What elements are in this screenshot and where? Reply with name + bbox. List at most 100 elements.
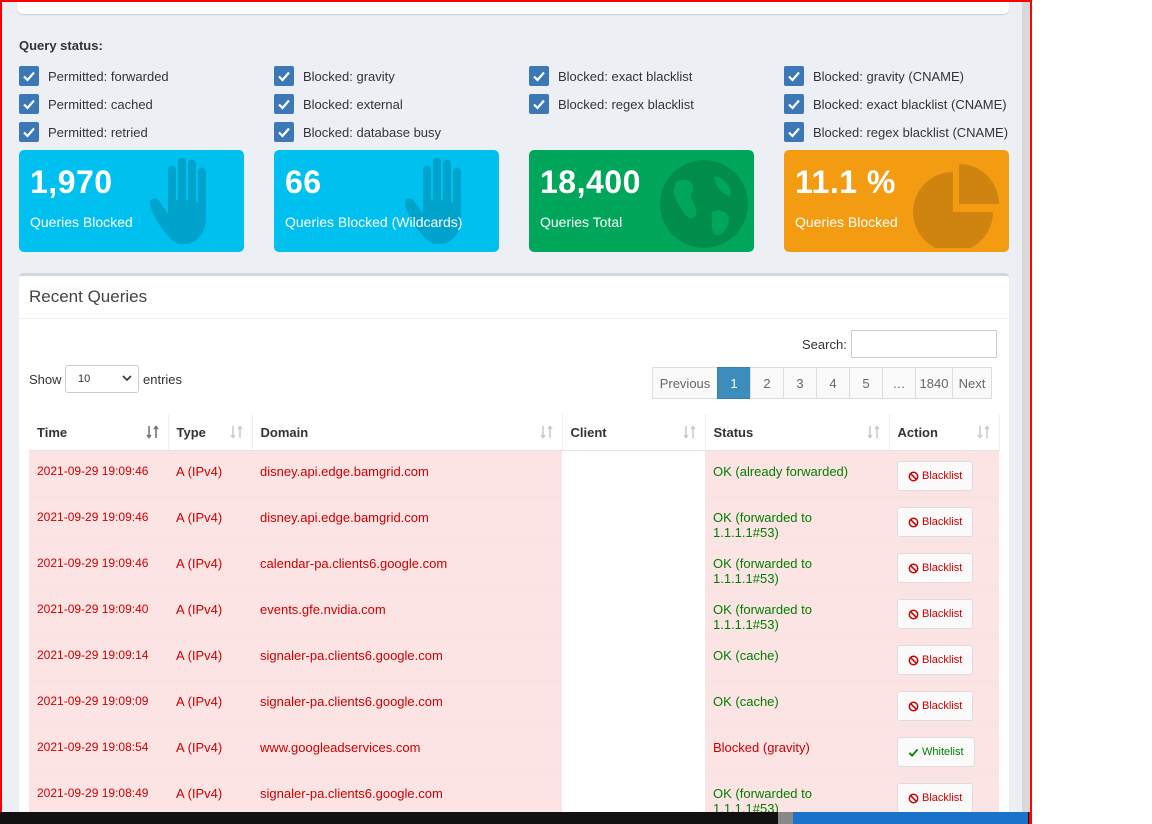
whitelist-button[interactable]: Whitelist [897, 737, 975, 767]
pagination-page[interactable]: 1840 [915, 367, 953, 399]
checkbox-box[interactable] [19, 66, 39, 86]
hand-icon [149, 157, 206, 244]
pagination-page[interactable]: 2 [750, 367, 784, 399]
column-header[interactable]: Domain [252, 414, 563, 451]
checkbox-label: Blocked: database busy [303, 124, 442, 140]
checkbox-label: Blocked: exact blacklist (CNAME) [813, 96, 1007, 112]
cell-client [562, 772, 705, 819]
sort-icon [539, 425, 553, 439]
pagination-page[interactable]: 3 [783, 367, 817, 399]
query-status-title: Query status: [19, 38, 103, 53]
cell-client [562, 726, 705, 773]
check-icon [908, 748, 919, 757]
query-status-checkbox[interactable]: Blocked: external [274, 94, 403, 114]
checkbox-label: Blocked: regex blacklist [558, 96, 694, 112]
query-status-checkbox[interactable]: Blocked: exact blacklist (CNAME) [784, 94, 1007, 114]
blacklist-button[interactable]: Blacklist [897, 599, 974, 629]
query-status-checkbox[interactable]: Blocked: regex blacklist (CNAME) [784, 122, 1008, 142]
table-row: 2021-09-29 19:09:40 A (IPv4) events.gfe.nv… [29, 588, 999, 635]
pagination-previous[interactable]: Previous [652, 367, 718, 399]
blank-area [1032, 0, 1152, 824]
cell-type: A (IPv4) [168, 496, 252, 543]
column-header[interactable]: Time [29, 414, 169, 451]
cell-domain: disney.api.edge.bamgrid.com [252, 496, 562, 543]
blacklist-button[interactable]: Blacklist [897, 461, 974, 491]
cell-time: 2021-09-29 19:09:40 [29, 588, 168, 635]
query-status-checkbox[interactable]: Blocked: regex blacklist [529, 94, 694, 114]
check-icon [533, 71, 545, 82]
table-row: 2021-09-29 19:09:46 A (IPv4) disney.api.ed… [29, 450, 999, 497]
blacklist-button[interactable]: Blacklist [897, 645, 974, 675]
divider [19, 318, 1009, 319]
checkbox-label: Blocked: exact blacklist [558, 68, 693, 84]
ban-icon [908, 793, 919, 803]
check-icon [23, 99, 35, 110]
ban-icon [908, 609, 919, 619]
pagination-page[interactable]: 1 [717, 367, 751, 399]
column-header[interactable]: Status [705, 414, 890, 451]
cell-time: 2021-09-29 19:09:09 [29, 680, 168, 727]
query-status-checkbox[interactable]: Blocked: gravity (CNAME) [784, 66, 964, 86]
cell-status: OK (forwarded to 1.1.1.1#53) [705, 588, 889, 635]
blacklist-button[interactable]: Blacklist [897, 691, 974, 721]
query-status-checkbox[interactable]: Blocked: exact blacklist [529, 66, 692, 86]
cell-domain: disney.api.edge.bamgrid.com [252, 450, 562, 497]
checkbox-box[interactable] [19, 94, 39, 114]
column-header[interactable]: Action [889, 414, 1000, 451]
checkbox-box[interactable] [784, 66, 804, 86]
tile-label: Queries Blocked [30, 214, 133, 230]
column-header-label: Status [713, 424, 754, 440]
cell-type: A (IPv4) [168, 450, 252, 497]
query-status-checkbox[interactable]: Permitted: retried [19, 122, 148, 142]
cell-status: Blocked (gravity) [705, 726, 889, 773]
check-icon [23, 127, 35, 138]
pie-chart-icon [913, 164, 999, 248]
tile-label: Queries Blocked [795, 214, 898, 230]
blacklist-button[interactable]: Blacklist [897, 507, 974, 537]
checkbox-box[interactable] [274, 94, 294, 114]
entries-select[interactable]: 10 [65, 365, 139, 393]
pagination-page[interactable]: 4 [816, 367, 850, 399]
button-label: Blacklist [922, 792, 963, 804]
cell-type: A (IPv4) [168, 680, 252, 727]
button-label: Whitelist [922, 746, 964, 758]
chevron-down-icon [122, 375, 132, 382]
search-input[interactable] [851, 330, 997, 358]
checkbox-label: Blocked: gravity (CNAME) [813, 68, 964, 84]
cell-domain: signaler-pa.clients6.google.com [252, 634, 562, 681]
query-status-checkbox[interactable]: Blocked: gravity [274, 66, 395, 86]
checkbox-box[interactable] [784, 94, 804, 114]
pagination-next[interactable]: Next [952, 367, 992, 399]
checkbox-label: Permitted: forwarded [48, 68, 169, 84]
ban-icon [908, 517, 919, 527]
cell-domain: www.googleadservices.com [252, 726, 562, 773]
checkbox-box[interactable] [274, 122, 294, 142]
query-status-checkbox[interactable]: Permitted: forwarded [19, 66, 169, 86]
cell-status: OK (forwarded to 1.1.1.1#53) [705, 496, 889, 543]
button-label: Blacklist [922, 516, 963, 528]
query-status-checkbox[interactable]: Blocked: database busy [274, 122, 441, 142]
blacklist-button[interactable]: Blacklist [897, 553, 974, 583]
column-header[interactable]: Client [562, 414, 706, 451]
checkbox-box[interactable] [274, 66, 294, 86]
button-label: Blacklist [922, 562, 963, 574]
vertical-scrollbar[interactable] [1022, 2, 1030, 814]
cell-type: A (IPv4) [168, 772, 252, 819]
check-icon [788, 127, 800, 138]
cell-client [562, 450, 705, 497]
check-icon [278, 127, 290, 138]
checkbox-box[interactable] [19, 122, 39, 142]
checkbox-box[interactable] [529, 66, 549, 86]
pagination-page[interactable]: 5 [849, 367, 883, 399]
column-header[interactable]: Type [168, 414, 253, 451]
checkbox-box[interactable] [784, 122, 804, 142]
blacklist-button[interactable]: Blacklist [897, 783, 974, 813]
cell-status: OK (cache) [705, 634, 889, 681]
table-body: 2021-09-29 19:09:46 A (IPv4) disney.api.ed… [29, 450, 999, 819]
check-icon [23, 71, 35, 82]
pagination-ellipsis: … [882, 367, 916, 399]
query-status-checkbox[interactable]: Permitted: cached [19, 94, 153, 114]
checkbox-box[interactable] [529, 94, 549, 114]
sort-icon [866, 425, 880, 439]
cell-client [562, 680, 705, 727]
